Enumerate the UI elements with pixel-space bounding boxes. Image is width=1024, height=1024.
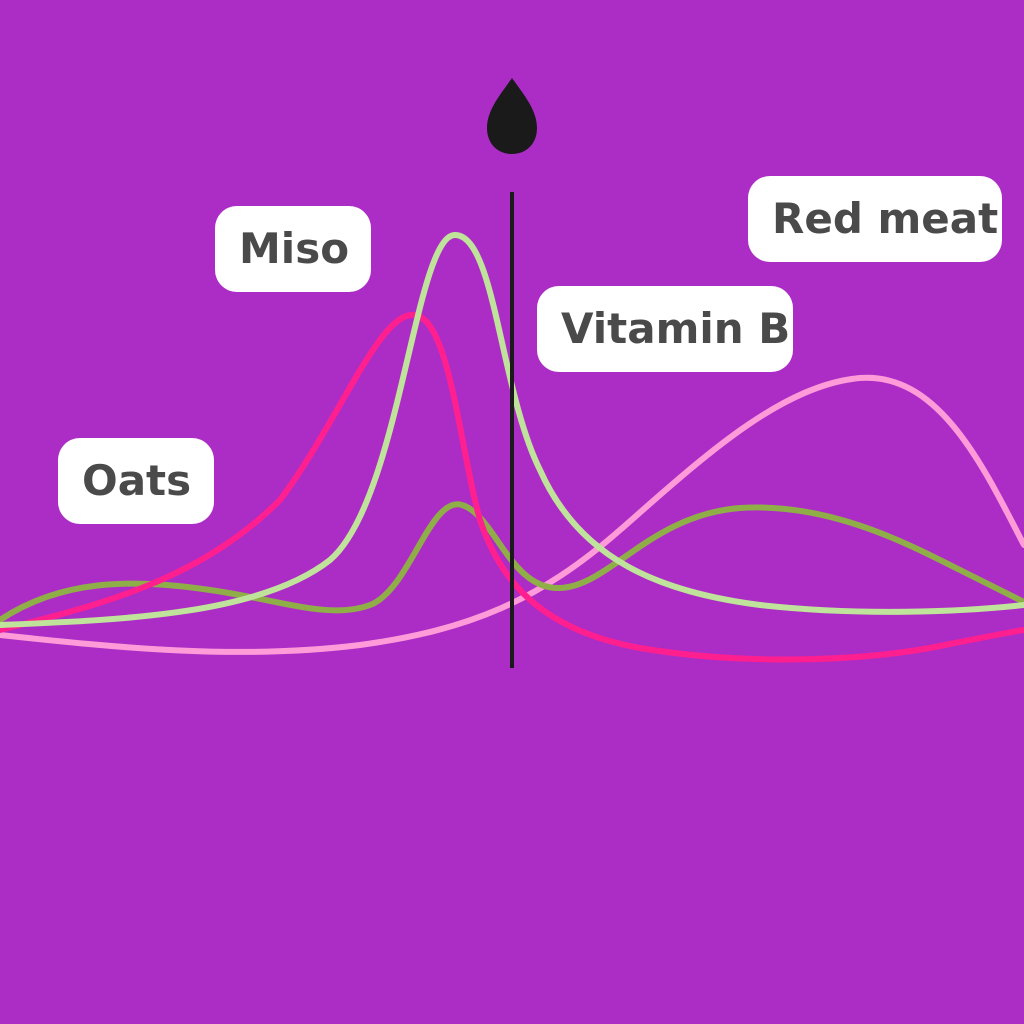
label-red-meat[interactable]: Red meat [748,176,1002,262]
label-oats[interactable]: Oats [58,438,214,524]
label-miso[interactable]: Miso [215,206,371,292]
curve-light-pink [0,374,1024,655]
curve-olive-green [0,501,1024,623]
drop-icon[interactable] [487,78,537,154]
label-vitamin-b[interactable]: Vitamin B [537,286,793,372]
curve-light-green [0,231,1024,628]
curve-hot-pink [0,311,1024,663]
